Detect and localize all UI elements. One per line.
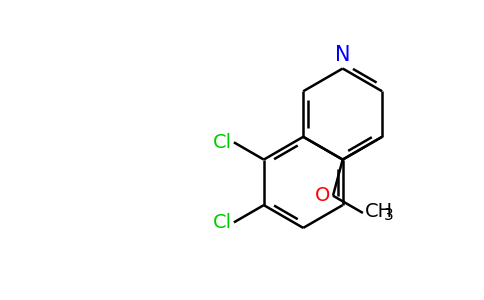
Text: O: O xyxy=(315,186,331,205)
Text: N: N xyxy=(335,45,350,65)
Text: Cl: Cl xyxy=(212,133,231,152)
Text: Cl: Cl xyxy=(212,213,231,232)
Text: 3: 3 xyxy=(383,208,393,223)
Text: CH: CH xyxy=(365,202,393,220)
